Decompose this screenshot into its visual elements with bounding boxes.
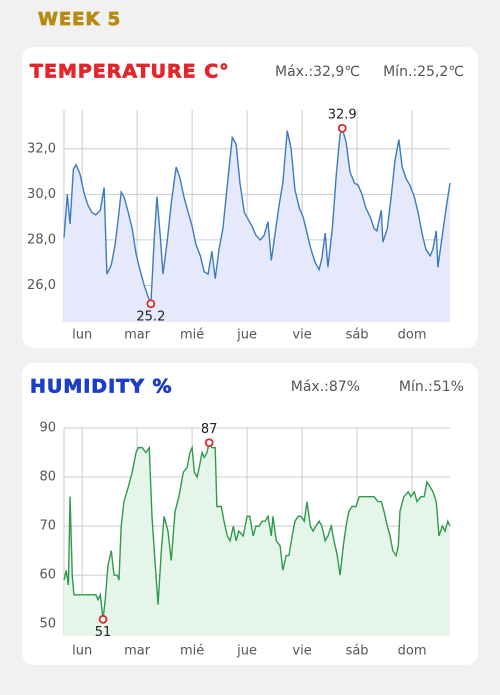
y-tick-label: 60 xyxy=(39,568,56,583)
x-tick-label: lun xyxy=(72,644,92,659)
extreme-point xyxy=(146,299,156,309)
area xyxy=(64,128,450,322)
page-title: WEEK 5 xyxy=(38,9,121,30)
data-label: 25.2 xyxy=(136,309,165,324)
line xyxy=(63,125,451,305)
y-tick-label: 32,0 xyxy=(27,141,56,156)
data-label: 51 xyxy=(95,625,112,640)
y-tick-label: 26,0 xyxy=(27,278,56,293)
y-tick-label: 50 xyxy=(39,617,56,632)
chart-title: Humidity % xyxy=(30,376,173,398)
x-tick-label: mar xyxy=(124,328,151,343)
max-label: Máx.:87% xyxy=(291,379,360,395)
chart-title: Temperature C° xyxy=(30,61,230,83)
extreme-point xyxy=(337,123,347,133)
x-tick-label: mar xyxy=(124,644,151,659)
extreme-point xyxy=(98,614,108,624)
extreme-point xyxy=(204,438,214,448)
x-tick-label: mié xyxy=(180,328,204,343)
data-label: 87 xyxy=(201,422,218,437)
x-tick-label: sáb xyxy=(346,644,369,659)
x-tick-label: mié xyxy=(180,644,204,659)
x-tick-label: vie xyxy=(292,328,311,343)
x-tick-label: jue xyxy=(236,644,257,659)
x-tick-label: lun xyxy=(72,328,92,343)
min-label: Mín.:25,2℃ xyxy=(383,64,464,80)
x-tick-label: vie xyxy=(292,644,311,659)
y-tick-label: 90 xyxy=(39,421,56,436)
y-tick-label: 80 xyxy=(39,470,56,485)
area xyxy=(64,442,450,636)
x-tick-label: jue xyxy=(236,328,257,343)
x-tick-label: dom xyxy=(398,644,427,659)
max-label: Máx.:32,9℃ xyxy=(275,64,360,80)
y-tick-label: 28,0 xyxy=(27,232,56,247)
y-tick-label: 30,0 xyxy=(27,187,56,202)
min-label: Mín.:51% xyxy=(399,379,464,395)
x-tick-label: dom xyxy=(398,328,427,343)
y-tick-label: 70 xyxy=(39,519,56,534)
line xyxy=(63,440,451,620)
data-label: 32.9 xyxy=(328,108,357,123)
x-tick-label: sáb xyxy=(346,328,369,343)
